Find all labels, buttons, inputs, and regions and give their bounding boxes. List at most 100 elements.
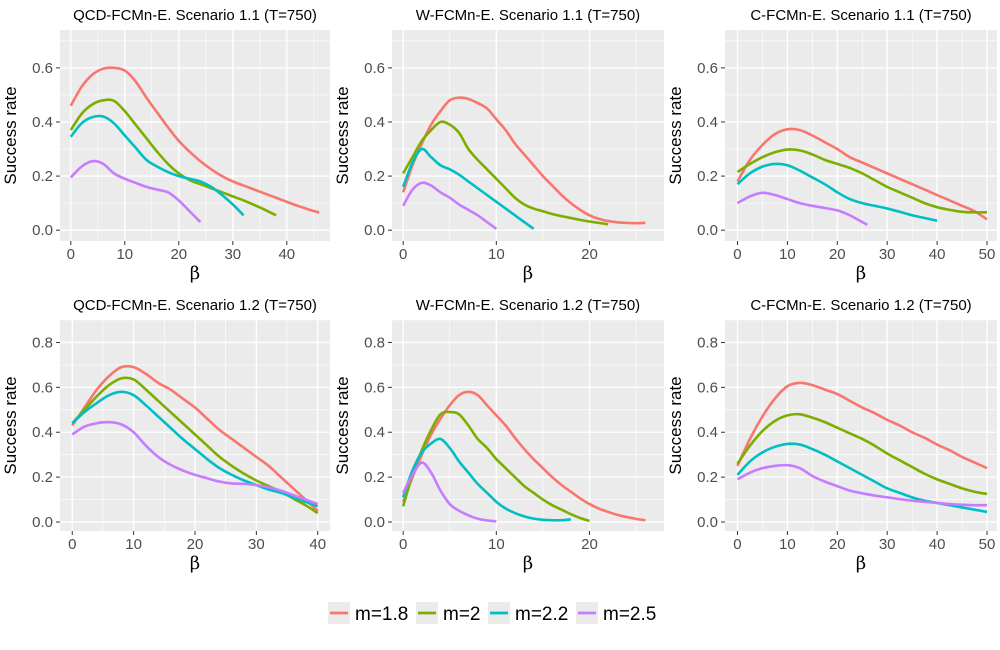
series-line-m=1.8 (401, 96, 646, 225)
y-tick-label: 0.0 (32, 514, 53, 531)
series-line-m=2.5 (736, 191, 868, 226)
x-tick-label: 0 (399, 246, 407, 263)
y-tick-label: 0.6 (364, 60, 385, 77)
y-tick-label: 0.4 (364, 114, 385, 131)
x-tick-label: 10 (488, 536, 505, 553)
y-tick-label: 0.4 (364, 424, 385, 441)
y-tick-label: 0.4 (697, 424, 718, 441)
y-tick-label: 0.6 (697, 60, 718, 77)
x-tick-label: 20 (829, 536, 846, 553)
x-tick-label: 0 (67, 246, 75, 263)
y-tick-label: 0.4 (32, 114, 53, 131)
series-line-m=2.2 (401, 147, 535, 230)
x-axis-label: β (523, 263, 533, 284)
series-line-m=2 (736, 412, 988, 496)
x-tick-label: 10 (125, 536, 142, 553)
y-tick-label: 0.4 (697, 114, 718, 131)
y-tick-label: 0.2 (697, 469, 718, 486)
series-line-m=2 (69, 98, 277, 217)
x-tick-label: 0 (399, 536, 407, 553)
y-axis-label: Success rate (1, 86, 20, 184)
y-tick-label: 0.2 (364, 469, 385, 486)
x-tick-label: 20 (581, 246, 598, 263)
x-tick-label: 30 (879, 536, 896, 553)
x-tick-label: 10 (116, 246, 133, 263)
legend-label: m=2.2 (515, 604, 568, 625)
legend-label: m=1.8 (355, 604, 408, 625)
y-tick-label: 0.2 (364, 168, 385, 185)
panel-title: C-FCMn-E. Scenario 1.1 (T=750) (750, 7, 971, 24)
series-line-m=1.8 (71, 364, 319, 512)
x-tick-label: 0 (733, 536, 741, 553)
x-tick-label: 20 (829, 246, 846, 263)
x-tick-label: 10 (488, 246, 505, 263)
x-tick-label: 20 (187, 536, 204, 553)
y-tick-label: 0.0 (697, 222, 718, 239)
series-line-m=2.5 (71, 420, 319, 506)
panel-background (725, 30, 997, 241)
legend-item: m=1.8 (328, 602, 408, 625)
y-tick-label: 0.0 (32, 222, 53, 239)
y-tick-label: 0.8 (364, 334, 385, 351)
y-axis-label: Success rate (666, 86, 685, 184)
series-line-m=1.8 (736, 127, 988, 221)
series-line-m=1.8 (69, 66, 320, 214)
x-axis-label: β (190, 553, 200, 574)
panel-3: C-FCMn-E. Scenario 1.1 (T=750) 0 10 20 30 40 5… (666, 7, 997, 284)
y-tick-label: 0.6 (32, 60, 53, 77)
y-tick-label: 0.6 (364, 379, 385, 396)
legend-label: m=2 (443, 604, 481, 625)
y-axis-label: Success rate (333, 376, 352, 474)
panel-4: QCD-FCMn-E. Scenario 1.2 (T=750) 0 10 20 30 4… (1, 297, 330, 574)
series-line-m=2.5 (69, 159, 202, 223)
y-axis-label: Success rate (333, 86, 352, 184)
series-line-m=1.8 (736, 381, 988, 470)
panel-title: W-FCMn-E. Scenario 1.1 (T=750) (416, 7, 640, 24)
series-line-m=2 (402, 120, 609, 226)
panel-2: W-FCMn-E. Scenario 1.1 (T=750) 0 10 20 0.0 0.… (333, 7, 664, 284)
x-tick-label: 30 (879, 246, 896, 263)
y-tick-label: 0.2 (32, 168, 53, 185)
x-tick-label: 40 (929, 246, 946, 263)
x-axis-label: β (856, 263, 866, 284)
legend-item: m=2 (416, 602, 481, 625)
x-axis-label: β (856, 553, 866, 574)
y-tick-label: 0.0 (697, 514, 718, 531)
series-line-m=2.2 (71, 390, 319, 508)
x-tick-label: 0 (733, 246, 741, 263)
legend-label: m=2.5 (603, 604, 656, 625)
series-line-m=2 (401, 410, 590, 523)
series-line-m=2.2 (736, 162, 938, 222)
panel-title: QCD-FCMn-E. Scenario 1.1 (T=750) (73, 7, 317, 24)
y-tick-label: 0.2 (697, 168, 718, 185)
x-tick-label: 40 (929, 536, 946, 553)
x-tick-label: 40 (309, 536, 326, 553)
series-line-m=2.2 (401, 437, 571, 522)
y-tick-label: 0.0 (364, 514, 385, 531)
legend-item: m=2.2 (488, 602, 568, 625)
x-tick-label: 10 (779, 246, 796, 263)
legend-item: m=2.5 (576, 602, 656, 625)
x-tick-label: 50 (979, 536, 996, 553)
x-tick-label: 30 (224, 246, 241, 263)
series-line-m=2.5 (402, 181, 498, 230)
x-tick-label: 20 (581, 536, 598, 553)
panel-title: C-FCMn-E. Scenario 1.2 (T=750) (750, 297, 971, 314)
x-tick-label: 0 (68, 536, 76, 553)
y-tick-label: 0.4 (32, 424, 53, 441)
series-line-m=2 (736, 148, 988, 214)
panel-5: W-FCMn-E. Scenario 1.2 (T=750) 0 10 20 0.0 0.… (333, 297, 664, 574)
x-axis-label: β (190, 263, 200, 284)
y-tick-label: 0.6 (32, 379, 53, 396)
x-tick-label: 40 (278, 246, 295, 263)
series-line-m=2.5 (736, 463, 988, 507)
y-axis-label: Success rate (666, 376, 685, 474)
series-line-m=2.5 (402, 461, 497, 523)
panel-background (392, 30, 664, 241)
y-tick-label: 0.2 (32, 469, 53, 486)
x-tick-label: 20 (170, 246, 187, 263)
x-tick-label: 30 (248, 536, 265, 553)
y-axis-label: Success rate (1, 376, 20, 474)
panel-background (60, 30, 330, 241)
y-tick-label: 0.6 (697, 379, 718, 396)
